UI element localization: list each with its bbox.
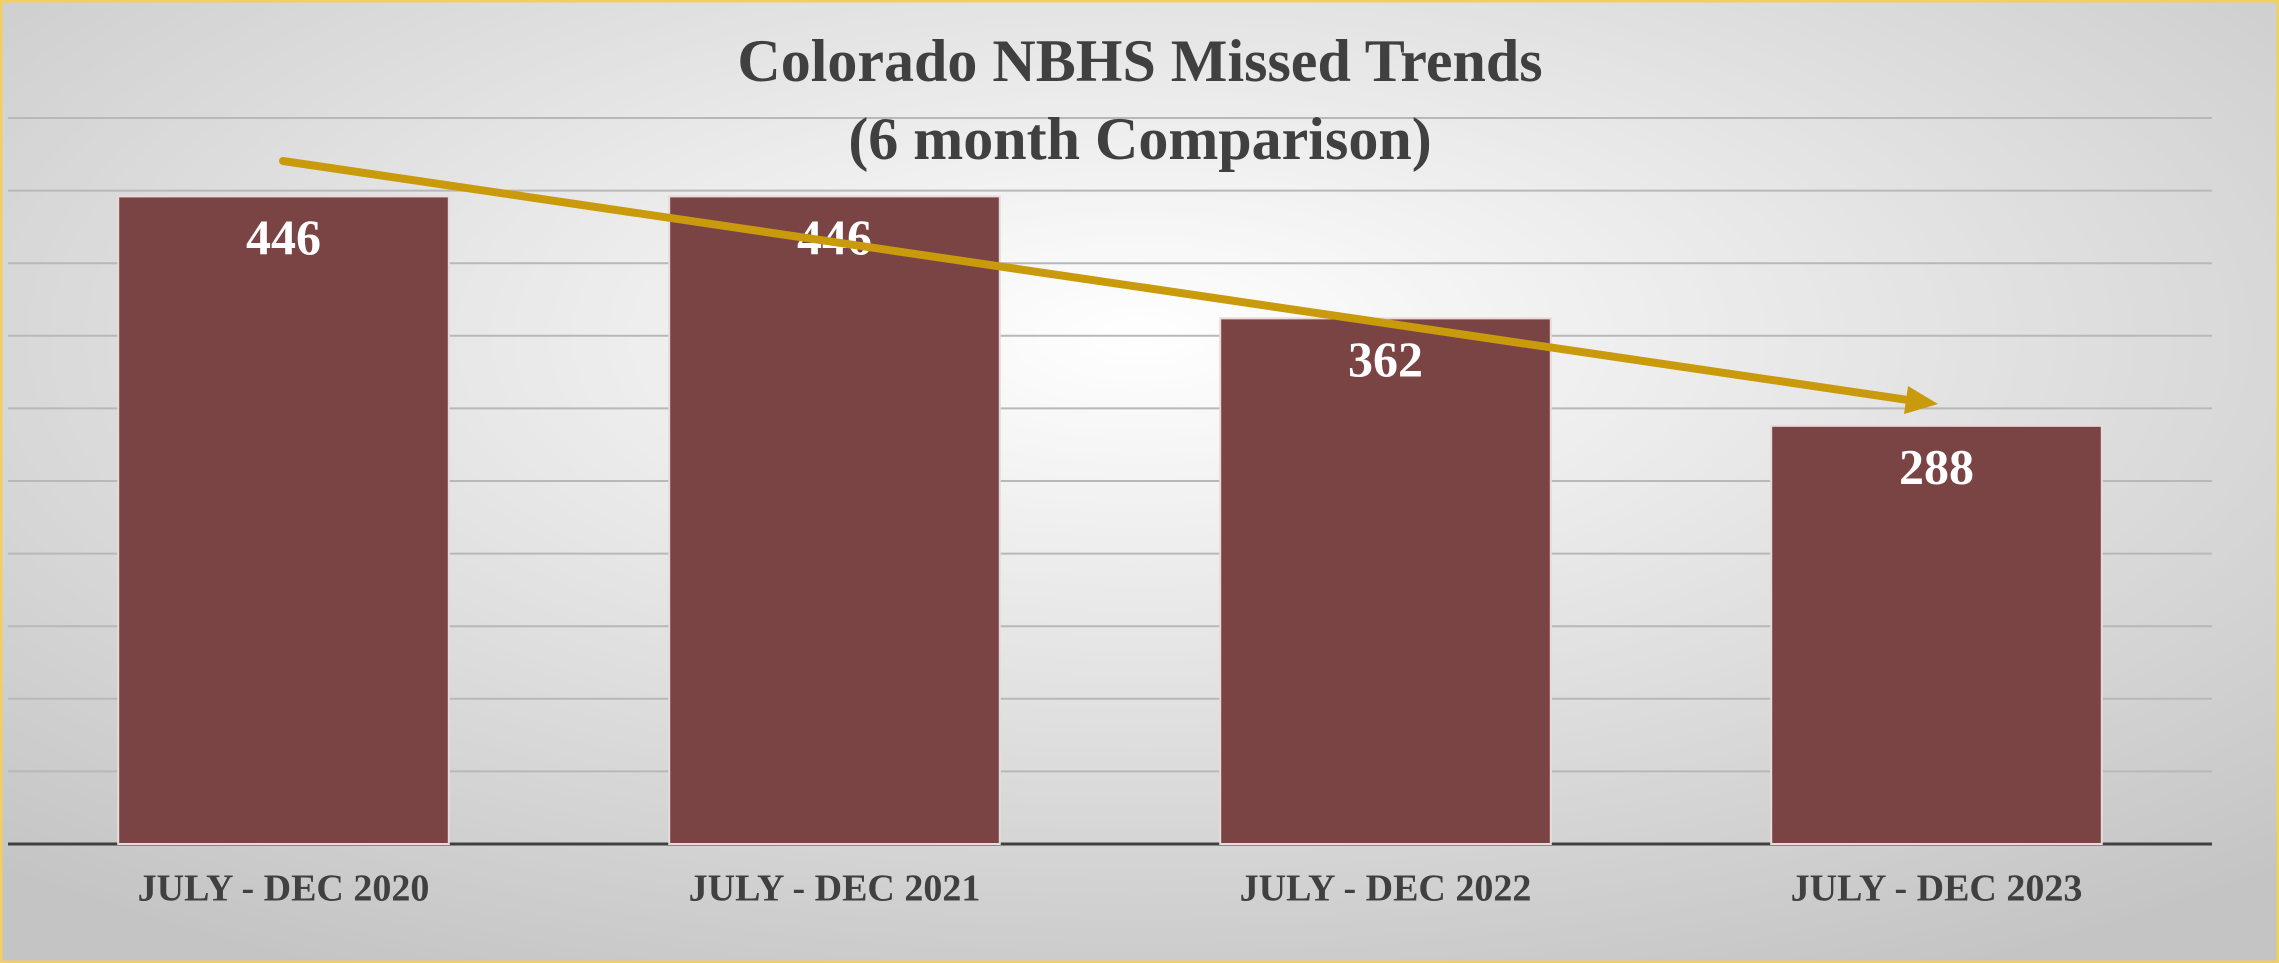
trend-line: [279, 157, 1919, 405]
chart-title: Colorado NBHS Missed Trends: [737, 28, 1542, 94]
trend-arrow: [279, 157, 1938, 414]
x-tick-label: JULY - DEC 2021: [689, 868, 981, 910]
x-tick-label: JULY - DEC 2022: [1240, 868, 1532, 910]
bar: [117, 195, 450, 845]
chart-subtitle: (6 month Comparison): [848, 106, 1431, 172]
bar: [1219, 317, 1552, 846]
value-label: 446: [246, 209, 321, 265]
x-tick-label: JULY - DEC 2023: [1791, 868, 2083, 910]
value-label: 362: [1348, 331, 1423, 387]
bar: [1770, 424, 2103, 845]
value-label: 288: [1899, 438, 1974, 494]
arrow-head: [1904, 386, 1938, 414]
x-tick-label: JULY - DEC 2020: [138, 868, 430, 910]
bar: [668, 195, 1001, 845]
